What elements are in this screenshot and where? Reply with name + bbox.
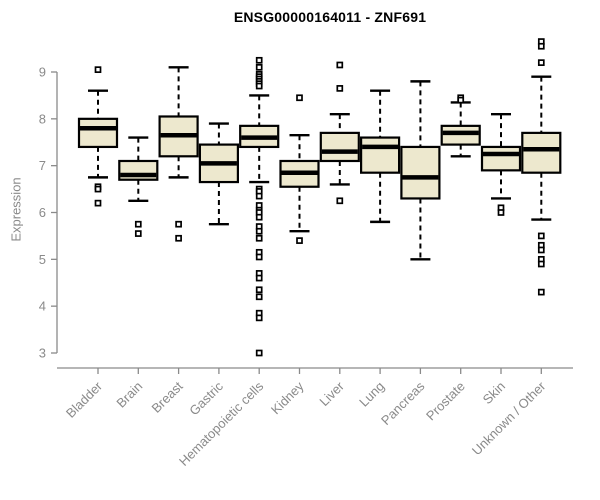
outlier-point	[537, 260, 545, 268]
outlier-point	[537, 232, 545, 240]
outlier-point	[255, 213, 263, 221]
outlier-point	[255, 286, 263, 294]
outlier-point	[255, 192, 263, 200]
y-tick-label: 6	[39, 205, 46, 220]
iqr-box	[77, 117, 119, 149]
outlier-point	[296, 94, 303, 102]
boxplot-kidney	[279, 94, 320, 244]
boxplot-hematopoietic-cells	[239, 56, 280, 357]
x-category-label: Skin	[480, 379, 508, 407]
outlier-point	[255, 56, 263, 64]
outlier-point	[134, 220, 142, 228]
chart-title: ENSG00000164011 - ZNF691	[233, 9, 427, 25]
x-category-label: Bladder	[63, 378, 106, 421]
outlier-point	[255, 63, 263, 71]
outlier-point	[94, 199, 102, 207]
outlier-point	[255, 234, 263, 242]
outlier-point	[537, 288, 545, 296]
outlier-point	[537, 42, 545, 50]
iqr-box	[521, 131, 562, 174]
outlier-point	[94, 66, 102, 74]
outlier-point	[336, 61, 344, 69]
iqr-box	[480, 145, 522, 172]
y-tick-label: 7	[39, 158, 46, 173]
x-category-label: Prostate	[423, 379, 468, 424]
y-axis: 3 4 5 6 7 8 9	[39, 65, 58, 361]
y-tick-label: 5	[39, 252, 46, 267]
boxplot-prostate	[440, 94, 481, 158]
y-tick-label: 9	[39, 65, 46, 80]
outlier-point	[175, 234, 182, 242]
y-tick-label: 3	[39, 346, 46, 361]
outlier-point	[255, 349, 263, 357]
boxplot-breast	[158, 66, 199, 242]
x-category-label: Liver	[316, 378, 347, 409]
boxplot-liver	[319, 61, 360, 205]
outlier-point	[296, 237, 303, 244]
x-category-label: Pancreas	[378, 378, 428, 428]
iqr-box	[440, 124, 481, 146]
y-tick-label: 8	[39, 111, 46, 126]
boxplot-pancreas	[400, 80, 441, 261]
x-category-label: Brain	[113, 379, 145, 411]
outlier-point	[457, 96, 465, 104]
boxplot-lung	[360, 89, 401, 224]
x-category-label: Gastric	[186, 378, 226, 418]
boxplot-bladder	[77, 66, 119, 207]
x-category-label: Kidney	[268, 378, 307, 417]
outlier-point	[255, 82, 263, 90]
y-tick-label: 4	[39, 299, 46, 314]
boxplot-brain	[118, 136, 159, 237]
outlier-point	[255, 293, 263, 301]
outlier-point	[537, 59, 545, 66]
outlier-point	[497, 209, 505, 216]
boxplot-gastric	[198, 122, 239, 226]
outlier-point	[336, 197, 344, 205]
x-category-label: Unknown / Other	[469, 378, 549, 458]
outlier-point	[134, 230, 142, 237]
outlier-point	[255, 274, 263, 282]
outlier-point	[175, 220, 182, 228]
x-category-label: Lung	[356, 379, 387, 410]
outlier-point	[537, 246, 545, 254]
outlier-point	[94, 185, 102, 193]
iqr-box	[400, 145, 441, 200]
boxplot-unknown-other	[521, 38, 562, 296]
boxplot-skin	[480, 112, 522, 216]
x-category-label: Breast	[149, 378, 186, 415]
iqr-box	[360, 136, 401, 174]
outlier-point	[336, 85, 344, 92]
outlier-point	[255, 227, 263, 235]
outlier-point	[255, 314, 263, 322]
iqr-box	[319, 131, 360, 163]
outlier-point	[255, 253, 263, 261]
